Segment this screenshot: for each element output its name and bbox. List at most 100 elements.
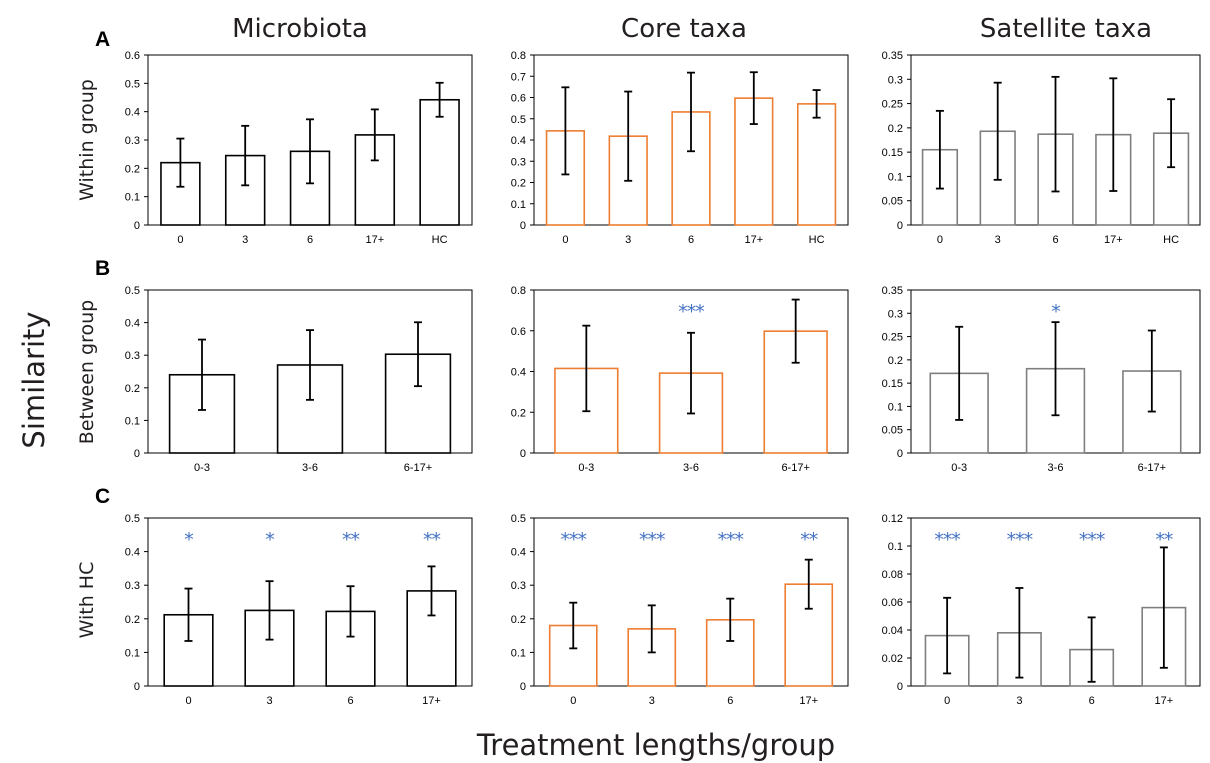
y-tick-label: 0.05: [882, 196, 903, 208]
significance-label: *: [184, 529, 193, 551]
x-tick-label: 17+: [1155, 695, 1174, 707]
y-tick-label: 0.5: [125, 513, 140, 525]
column-title-satellite-taxa: Satellite taxa: [980, 14, 1152, 44]
y-tick-label: 0.2: [511, 614, 526, 626]
y-tick-label: 0.3: [125, 580, 140, 592]
y-tick-label: 0.1: [888, 171, 903, 183]
chart-panel: 0 0.2 0.4 0.6 0.8 0-3 3-6 *** 6-17+: [511, 285, 849, 474]
y-tick-label: 0.2: [888, 123, 903, 135]
y-tick-label: 0.3: [888, 308, 903, 320]
y-tick-label: 0.6: [511, 326, 526, 338]
x-tick-label: 3: [242, 234, 248, 246]
x-tick-label: 6: [727, 695, 733, 707]
y-tick-label: 0.8: [511, 50, 526, 62]
x-tick-label: 3: [266, 695, 272, 707]
x-tick-label: 6-17+: [404, 462, 432, 474]
x-tick-label: 3: [995, 234, 1001, 246]
bar: [419, 98, 460, 226]
x-tick-label: 17+: [365, 234, 384, 246]
x-tick-label: HC: [809, 234, 825, 246]
significance-label: ***: [934, 529, 960, 551]
x-tick-label: 6-17+: [1138, 462, 1166, 474]
chart-panel: 0 0.1 0.2 0.3 0.4 0.5 0.6 0.7 0.8 0 3 6 17+ HC: [511, 50, 849, 246]
x-tick-label: 0-3: [951, 462, 967, 474]
x-tick-label: 3: [649, 695, 655, 707]
y-tick-label: 0.2: [888, 355, 903, 367]
y-tick-label: 0.5: [511, 513, 526, 525]
x-tick-label: 0: [177, 234, 183, 246]
y-tick-label: 0: [897, 448, 903, 460]
x-tick-label: 6: [1089, 695, 1095, 707]
y-tick-label: 0.7: [511, 71, 526, 83]
x-tick-label: 6-17+: [781, 462, 809, 474]
y-tick-label: 0.3: [511, 580, 526, 592]
y-tick-label: 0.25: [882, 332, 903, 344]
x-tick-label: 17+: [744, 234, 763, 246]
x-tick-label: 3: [1016, 695, 1022, 707]
x-tick-label: 0: [185, 695, 191, 707]
row-letter-b: B: [95, 257, 110, 280]
significance-label: ***: [718, 529, 744, 551]
ylabel-with-hc: With HC: [76, 562, 98, 639]
column-title-microbiota: Microbiota: [232, 14, 368, 44]
y-tick-label: 0: [134, 220, 140, 232]
x-tick-label: HC: [1163, 234, 1179, 246]
significance-label: **: [800, 529, 818, 551]
y-tick-label: 0.1: [511, 647, 526, 659]
y-tick-label: 0.2: [511, 407, 526, 419]
significance-label: **: [1155, 529, 1173, 551]
x-tick-label: 3-6: [1048, 462, 1064, 474]
y-tick-label: 0.06: [882, 597, 903, 609]
y-tick-label: 0.1: [511, 199, 526, 211]
y-tick-label: 0: [897, 681, 903, 693]
shared-xlabel: Treatment lengths/group: [476, 728, 835, 762]
y-tick-label: 0.35: [882, 285, 903, 297]
x-tick-label: 3: [625, 234, 631, 246]
x-tick-label: 0: [562, 234, 568, 246]
y-tick-label: 0.4: [125, 318, 140, 330]
ylabel-between-group: Between group: [76, 300, 98, 444]
y-tick-label: 0.8: [511, 285, 526, 297]
y-tick-label: 0.1: [888, 401, 903, 413]
significance-label: *: [1051, 301, 1060, 323]
x-tick-label: 17+: [422, 695, 441, 707]
significance-label: **: [342, 529, 360, 551]
y-tick-label: 0.04: [882, 625, 903, 637]
y-tick-label: 0.02: [882, 653, 903, 665]
y-tick-label: 0.4: [125, 547, 140, 559]
x-tick-label: 17+: [799, 695, 818, 707]
ylabel-within-group: Within group: [76, 79, 98, 201]
significance-label: ***: [1079, 529, 1105, 551]
significance-label: **: [423, 529, 441, 551]
y-tick-label: 0.3: [511, 156, 526, 168]
chart-panel: 0 0.05 0.1 0.15 0.2 0.25 0.3 0.35 0-3 3-6 * 6-17+: [882, 285, 1201, 474]
x-tick-label: 0-3: [578, 462, 594, 474]
y-tick-label: 0.2: [511, 178, 526, 190]
shared-ylabel: Similarity: [17, 311, 51, 448]
chart-panel: 0 0.1 0.2 0.3 0.4 0.5 0-3 3-6 6-17+: [125, 285, 473, 474]
chart-panel: 0 0.02 0.04 0.06 0.08 0.1 0.12 0 *** 3 *** 6 *** 17+ *…: [882, 513, 1201, 707]
x-tick-label: 6: [1052, 234, 1058, 246]
x-tick-label: 0-3: [194, 462, 210, 474]
y-tick-label: 0.4: [125, 107, 140, 119]
y-tick-label: 0.5: [125, 285, 140, 297]
y-tick-label: 0.1: [125, 192, 140, 204]
significance-label: *: [265, 529, 274, 551]
x-tick-label: 0: [937, 234, 943, 246]
row-letter-a: A: [95, 28, 110, 51]
significance-label: ***: [678, 301, 704, 323]
y-tick-label: 0.6: [511, 93, 526, 105]
x-tick-label: 6: [307, 234, 313, 246]
y-tick-label: 0.4: [511, 135, 526, 147]
row-letter-c: C: [95, 485, 110, 508]
y-tick-label: 0.6: [125, 50, 140, 62]
x-tick-label: 6: [347, 695, 353, 707]
y-tick-label: 0: [520, 220, 526, 232]
y-tick-label: 0.2: [125, 163, 140, 175]
plot-frame: [533, 517, 849, 687]
y-tick-label: 0.35: [882, 50, 903, 62]
x-tick-label: 0: [570, 695, 576, 707]
y-tick-label: 0: [897, 220, 903, 232]
chart-panels: 0 0.1 0.2 0.3 0.4 0.5 0.6 0 3 6 17+ HC 0 0.1 0.2 0.3 0.4…: [125, 50, 1201, 707]
chart-panel: 0 0.1 0.2 0.3 0.4 0.5 0.6 0 3 6 17+ HC: [125, 50, 473, 246]
